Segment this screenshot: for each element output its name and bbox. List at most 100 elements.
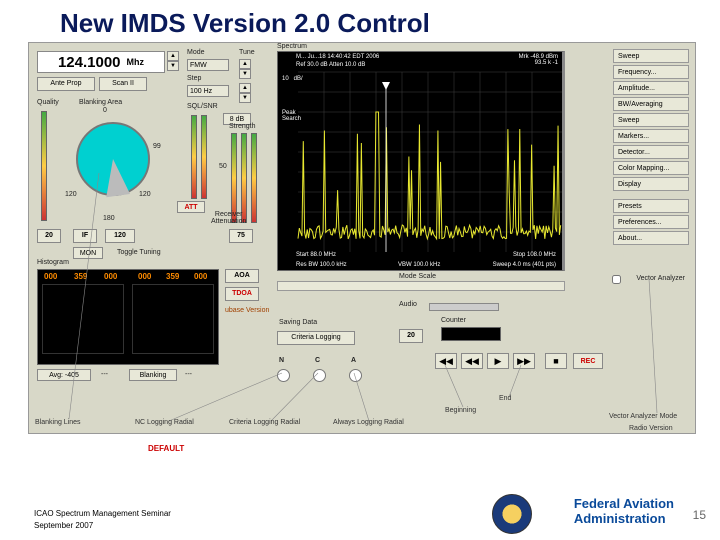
freq-down-button[interactable]: ▼ [167, 61, 179, 71]
histogram-label: Histogram [37, 259, 69, 266]
frequency-value: 124.1000 [58, 54, 121, 71]
blanking-label: Blanking Area [79, 99, 122, 106]
saving-label: Saving Data [279, 319, 317, 326]
audio-label: Audio [399, 301, 417, 308]
strength-meter-2 [241, 133, 247, 223]
transport-back[interactable]: ◀◀ [461, 353, 483, 369]
side-display-button[interactable]: Display [613, 177, 689, 191]
footer-line2: September 2007 [34, 521, 93, 530]
toggle-tuning-label: Toggle Tuning [117, 249, 161, 256]
strength-meter-1 [231, 133, 237, 223]
side-color-button[interactable]: Color Mapping... [613, 161, 689, 175]
dial-120a: 120 [65, 191, 77, 198]
ubase-label: ubase Version [225, 307, 269, 314]
spec-vbw: VBW 100.0 kHz [398, 262, 440, 268]
n20-button[interactable]: 20 [37, 229, 61, 243]
scan-button[interactable]: Scan II [99, 77, 147, 91]
audio-slider[interactable] [429, 303, 499, 311]
side-amplitude-button[interactable]: Amplitude... [613, 81, 689, 95]
counter-display [441, 327, 501, 341]
radio-a[interactable] [349, 369, 362, 382]
dial-180: 180 [103, 215, 115, 222]
spec-stop: Stop 108.0 MHz [513, 252, 556, 258]
strength-meter-3 [251, 133, 257, 223]
vector-analyzer-label: Vector Analyzer [636, 275, 685, 282]
if-button[interactable]: IF [73, 229, 97, 243]
step-select[interactable]: 100 Hz [187, 85, 229, 97]
spectrum-display[interactable]: M... Ju...18 14:40:42 EDT 2006 Ref 30.0 … [277, 51, 565, 271]
side-detector-button[interactable]: Detector... [613, 145, 689, 159]
callout-blanking: Blanking Lines [35, 419, 81, 426]
side-sweep1-button[interactable]: Sweep [613, 49, 689, 63]
sql-label: SQL/SNR [187, 103, 218, 110]
hist-000a: 000 [44, 272, 57, 281]
dial-0: 0 [103, 107, 107, 114]
vector-analyzer-checkbox[interactable] [612, 275, 621, 284]
tune-label: Tune [239, 49, 255, 56]
counter-label: Counter [441, 317, 466, 324]
avg-button[interactable]: Avg: -405 [37, 369, 91, 381]
att-button[interactable]: ATT [177, 201, 205, 213]
callout-radio-ver: Radio Version [629, 425, 673, 432]
n75-button[interactable]: 75 [229, 229, 253, 243]
callout-end: End [499, 395, 511, 402]
spectrum-trace [278, 52, 566, 272]
side-bw-button[interactable]: BW/Averaging [613, 97, 689, 111]
mode-scale-slider[interactable] [277, 281, 565, 291]
spec-res: Res BW 100.0 kHz [296, 262, 347, 268]
hist-359b: 359 [166, 272, 179, 281]
side-presets-button[interactable]: Presets [613, 199, 689, 213]
faa-seal-icon [492, 494, 532, 534]
side-about-button[interactable]: About... [613, 231, 689, 245]
callout-always: Always Logging Radial [333, 419, 404, 426]
frequency-display: 124.1000 Mhz [37, 51, 165, 73]
hist-000c: 000 [138, 272, 151, 281]
control-panel: 124.1000 Mhz ▲ ▼ Ante Prop Scan II Mode … [28, 42, 696, 434]
recv-atten-label: Receiver Attenuation [211, 211, 246, 225]
tune-down-button[interactable]: ▼ [239, 69, 251, 79]
mode-select[interactable]: FMW [187, 59, 229, 71]
n120-button[interactable]: 120 [105, 229, 135, 243]
freq-up-button[interactable]: ▲ [167, 51, 179, 61]
radio-c[interactable] [313, 369, 326, 382]
callout-beginning: Beginning [445, 407, 476, 414]
step-up-button[interactable]: ▲ [239, 83, 251, 93]
aoa-button[interactable]: AOA [225, 269, 259, 283]
hist-dashes2: --- [185, 371, 192, 378]
ante-prop-button[interactable]: Ante Prop [37, 77, 95, 91]
side-button-group: Sweep Frequency... Amplitude... BW/Avera… [613, 49, 689, 247]
criteria-logging-button[interactable]: Criteria Logging [277, 331, 355, 345]
transport-rec[interactable]: REC [573, 353, 603, 369]
step-down-button[interactable]: ▼ [239, 93, 251, 103]
frequency-unit: Mhz [127, 57, 145, 67]
transport-play[interactable]: ▶ [487, 353, 509, 369]
sql-meter-1 [191, 115, 197, 199]
dial-50: 50 [219, 163, 227, 170]
side-frequency-button[interactable]: Frequency... [613, 65, 689, 79]
sql-meter-2 [201, 115, 207, 199]
side-markers-button[interactable]: Markers... [613, 129, 689, 143]
step-label: Step [187, 75, 201, 82]
histogram-display: 000 359 000 000 359 000 [37, 269, 219, 365]
transport-stop[interactable]: ■ [545, 353, 567, 369]
spec-sweep: Sweep 4.0 ms (401 pts) [493, 262, 556, 268]
blanking-button[interactable]: Blanking [129, 369, 177, 381]
transport-rewind[interactable]: ◀◀ [435, 353, 457, 369]
footer-line1: ICAO Spectrum Management Seminar [34, 509, 171, 518]
transport-fwd[interactable]: ▶▶ [513, 353, 535, 369]
strength-label: Strength [229, 123, 255, 130]
slide-footer: ICAO Spectrum Management Seminar Septemb… [0, 482, 720, 540]
footer-agency: Federal AviationAdministration [574, 496, 674, 526]
mode-label: Mode [187, 49, 205, 56]
radio-a-label: A [351, 357, 356, 364]
side-sweep2-button[interactable]: Sweep [613, 113, 689, 127]
audio-20-button[interactable]: 20 [399, 329, 423, 343]
side-prefs-button[interactable]: Preferences... [613, 215, 689, 229]
tune-up-button[interactable]: ▲ [239, 59, 251, 69]
default-label: DEFAULT [148, 444, 184, 453]
quality-label: Quality [37, 99, 59, 106]
callout-nc: NC Logging Radial [135, 419, 194, 426]
tdoa-button[interactable]: TDOA [225, 287, 259, 301]
mon-button[interactable]: MON [73, 247, 103, 259]
radio-n[interactable] [277, 369, 290, 382]
